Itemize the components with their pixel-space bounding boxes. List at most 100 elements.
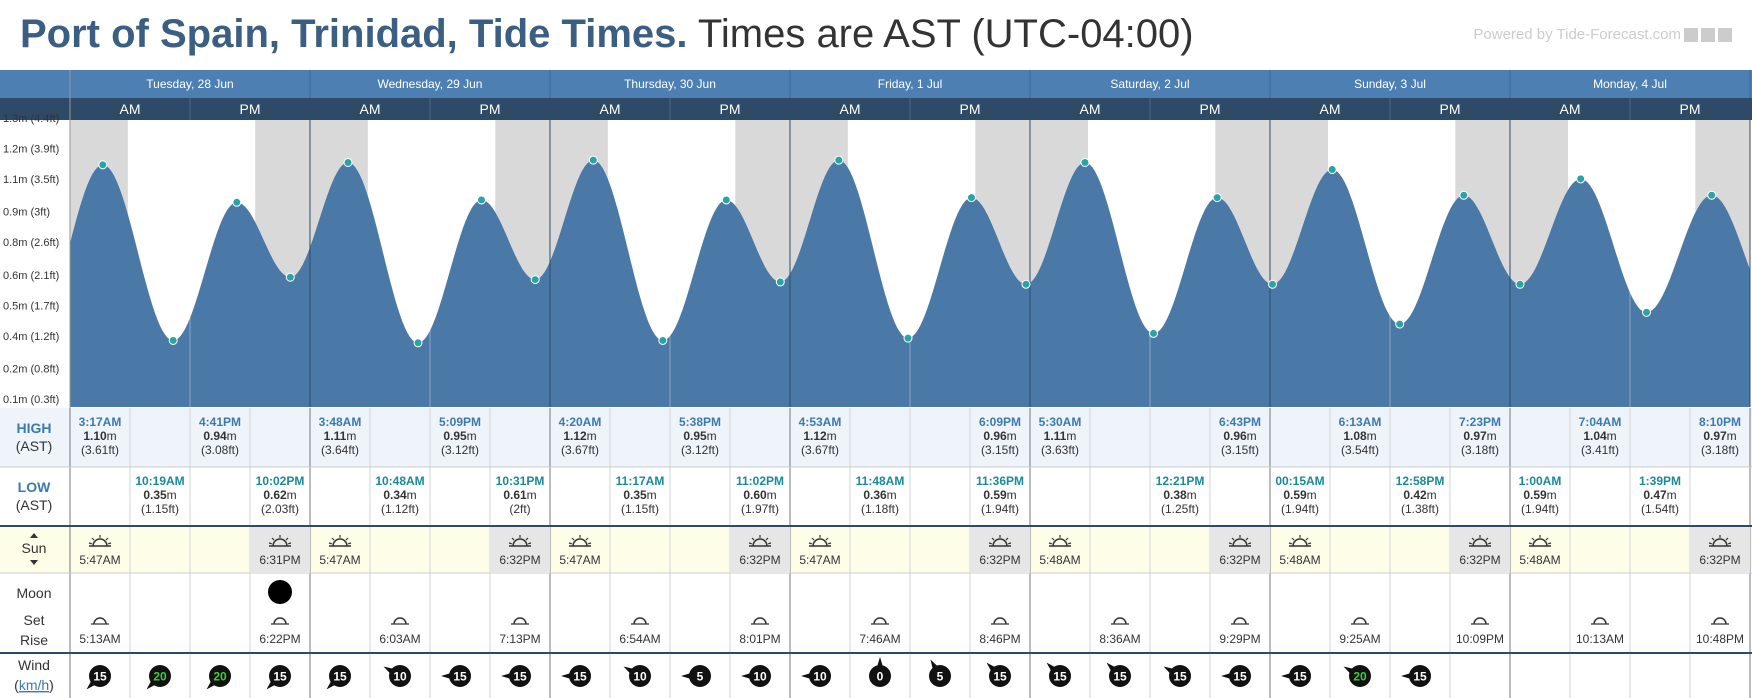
sun-ray	[108, 542, 112, 545]
high_tides-height: 0.96m	[1223, 429, 1256, 443]
pm-label: PM	[1440, 101, 1461, 117]
day-header-bar	[0, 70, 1752, 98]
high_tides-time: 8:10PM	[1699, 415, 1741, 429]
high_tides-time: 6:09PM	[979, 415, 1021, 429]
wind-arrow-tip	[501, 673, 511, 679]
sun-ray	[1248, 542, 1252, 545]
sun-ray	[1488, 542, 1492, 545]
sunset-cell-bg	[1210, 527, 1270, 573]
high_tides-height-m: 0.96	[1223, 429, 1247, 443]
tide-point	[477, 195, 486, 205]
low_tides-height-m: 0.59	[1523, 488, 1547, 502]
high_tides-height: 0.96m	[983, 429, 1016, 443]
high_tides-height-ft: (3.12ft)	[441, 443, 479, 457]
moon-event-time: 6:03AM	[379, 632, 420, 646]
moon-event-icon	[1353, 617, 1367, 625]
wind-arrow-tip	[1401, 673, 1411, 679]
am-label: AM	[360, 101, 381, 117]
y-tick-label: 0.6m (2.1ft)	[3, 270, 59, 282]
wind-speed: 15	[1413, 670, 1427, 684]
y-tick-label: 0.9m (3ft)	[3, 207, 50, 219]
wind-speed: 5	[937, 670, 944, 684]
high_tides-height-m: 1.10	[83, 429, 107, 443]
sun-ray	[1228, 542, 1232, 545]
low_tides-height-ft: (2ft)	[509, 502, 530, 516]
high_tides-height-m: 0.95	[683, 429, 707, 443]
wind-unit-link[interactable]: km/h	[19, 677, 49, 693]
wind-speed: 15	[453, 670, 467, 684]
high_tides-height-m: 1.11	[1044, 429, 1067, 443]
wind-speed: 15	[573, 670, 587, 684]
sun-label: Sun	[22, 540, 47, 556]
low_tides-height-m: 0.61	[503, 488, 527, 502]
unit-m: m	[467, 429, 477, 443]
wind-speed: 15	[1233, 670, 1247, 684]
units-toggle-icon[interactable]	[1701, 28, 1715, 43]
sunrise-time: 5:48AM	[1039, 553, 1080, 567]
sunrise-time: 5:47AM	[79, 553, 120, 567]
low_tides-height: 0.59m	[983, 488, 1016, 502]
low_tides-height-m: 0.47	[1643, 488, 1667, 502]
sunrise-time: 5:47AM	[799, 553, 840, 567]
tide-area	[70, 160, 1750, 407]
tide-point	[1642, 307, 1651, 317]
high_tides-height: 1.12m	[563, 429, 596, 443]
low-row-bg	[0, 467, 1752, 526]
wind-unit-label: (km/h)	[14, 677, 54, 693]
sun-ray	[328, 542, 332, 545]
sunrise-icon	[1292, 538, 1308, 547]
sun-ray	[511, 537, 515, 541]
high_tides-height-ft: (3.67ft)	[801, 443, 839, 457]
moon-event-icon	[273, 617, 287, 625]
high_tides-height-m: 0.96	[983, 429, 1007, 443]
unit-m: m	[227, 429, 237, 443]
moon-event-icon	[873, 617, 887, 625]
wind-speed-badge	[1409, 665, 1431, 687]
low_tides-time: 10:19AM	[135, 474, 184, 488]
wind-speed-badge	[269, 665, 291, 687]
wind-speed-badge	[209, 665, 231, 687]
sunset-arrow-icon	[30, 560, 38, 565]
units-toggle-icon[interactable]	[1684, 28, 1698, 43]
moon-event-time: 9:25AM	[1339, 632, 1380, 646]
units-toggle-icon[interactable]	[1718, 28, 1732, 43]
wind-speed: 15	[993, 670, 1007, 684]
sun-ray	[571, 537, 575, 541]
tide-point	[168, 335, 178, 345]
tide-point	[530, 275, 540, 285]
sun-ray	[1728, 542, 1732, 545]
high_tides-height: 1.04m	[1583, 429, 1616, 443]
wind-arrow-tip	[561, 673, 571, 679]
sun-ray	[825, 537, 829, 541]
low_tides-height: 0.42m	[1403, 488, 1436, 502]
sun-ray	[285, 537, 289, 541]
low_tides-height: 0.38m	[1163, 488, 1196, 502]
tide-point	[1459, 190, 1469, 200]
day-label: Saturday, 2 Jul	[1110, 77, 1189, 91]
sunset-cell-bg	[250, 527, 310, 573]
low_tides-height-ft: (1.38ft)	[1401, 502, 1439, 516]
wind-label: Wind	[18, 657, 50, 673]
sunset-time: 6:32PM	[1219, 553, 1260, 567]
wind-speed: 10	[393, 670, 407, 684]
wind-speed-badge	[1169, 665, 1191, 687]
wind-arrow-tip	[877, 657, 883, 667]
unit-m: m	[887, 488, 897, 502]
paren: )	[49, 677, 54, 693]
low_tides-height-ft: (1.25ft)	[1161, 502, 1199, 516]
high_tides-height-m: 0.97	[1463, 429, 1487, 443]
sun-ray	[105, 537, 109, 541]
powered-by[interactable]: Powered by Tide-Forecast.com	[1473, 26, 1732, 43]
wind-speed-badge	[149, 665, 171, 687]
sun-ray	[588, 542, 592, 545]
high_tides-time: 7:23PM	[1459, 415, 1501, 429]
moon-event-time: 5:13AM	[79, 632, 120, 646]
high_tides-time: 6:43PM	[1219, 415, 1261, 429]
high_tides-height-ft: (3.63ft)	[1041, 443, 1079, 457]
high_tides-height-ft: (3.67ft)	[561, 443, 599, 457]
wind-arrow-icon	[561, 673, 571, 679]
low_tides-time: 12:58PM	[1396, 474, 1445, 488]
sunset-icon	[992, 538, 1008, 547]
am-label: AM	[120, 101, 141, 117]
moon-event-icon	[513, 617, 527, 625]
